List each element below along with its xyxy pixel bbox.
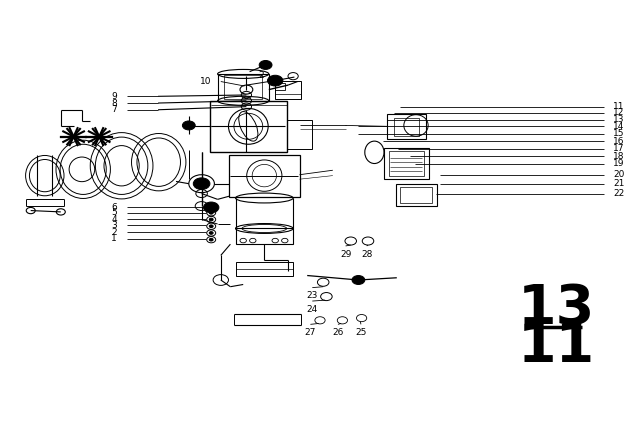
Text: 9: 9 <box>111 92 117 101</box>
Bar <box>387 114 426 139</box>
Text: 2: 2 <box>259 71 264 80</box>
Bar <box>389 151 424 176</box>
Bar <box>224 75 262 99</box>
Circle shape <box>204 202 219 213</box>
Text: 15: 15 <box>613 129 625 138</box>
Text: 18: 18 <box>613 152 625 161</box>
Text: 7: 7 <box>111 105 117 114</box>
Circle shape <box>268 75 283 86</box>
Text: 5: 5 <box>111 208 117 217</box>
Text: 21: 21 <box>613 179 625 188</box>
Text: 6: 6 <box>111 203 117 212</box>
Circle shape <box>193 178 210 190</box>
Text: 1: 1 <box>111 234 117 243</box>
Bar <box>210 101 287 152</box>
Text: 24: 24 <box>307 305 318 314</box>
Bar <box>384 148 429 179</box>
Text: 3: 3 <box>111 221 117 230</box>
Text: 13: 13 <box>518 282 595 336</box>
Text: 14: 14 <box>613 122 625 131</box>
Bar <box>275 81 301 99</box>
Text: 2: 2 <box>111 228 117 237</box>
Text: 27: 27 <box>305 328 316 337</box>
Circle shape <box>352 276 365 284</box>
Text: 11: 11 <box>613 102 625 111</box>
Text: 22: 22 <box>613 189 625 198</box>
Circle shape <box>259 60 272 69</box>
Text: 28: 28 <box>361 250 372 258</box>
Text: 4: 4 <box>111 215 117 224</box>
Bar <box>236 228 293 244</box>
Text: 13: 13 <box>613 115 625 124</box>
Circle shape <box>209 238 213 241</box>
Bar <box>400 187 432 203</box>
Text: 11: 11 <box>518 320 595 374</box>
Bar <box>275 83 285 90</box>
Bar <box>236 262 293 276</box>
Text: 19: 19 <box>613 159 625 168</box>
Text: 17: 17 <box>613 144 625 153</box>
Bar <box>394 118 419 136</box>
Circle shape <box>209 232 213 234</box>
Text: 26: 26 <box>332 328 344 337</box>
Circle shape <box>209 225 213 228</box>
Bar <box>218 74 269 101</box>
Bar <box>229 155 300 197</box>
Bar <box>396 184 437 206</box>
Text: 10: 10 <box>200 77 211 86</box>
Circle shape <box>209 218 213 221</box>
Text: 12: 12 <box>613 108 625 117</box>
Text: 23: 23 <box>307 291 318 300</box>
Text: 29: 29 <box>340 250 351 258</box>
Text: 8: 8 <box>111 99 117 108</box>
Circle shape <box>209 211 213 214</box>
Text: 25: 25 <box>355 328 367 337</box>
Circle shape <box>182 121 195 130</box>
Bar <box>287 120 312 149</box>
Text: 20: 20 <box>613 170 625 179</box>
Text: 16: 16 <box>613 137 625 146</box>
